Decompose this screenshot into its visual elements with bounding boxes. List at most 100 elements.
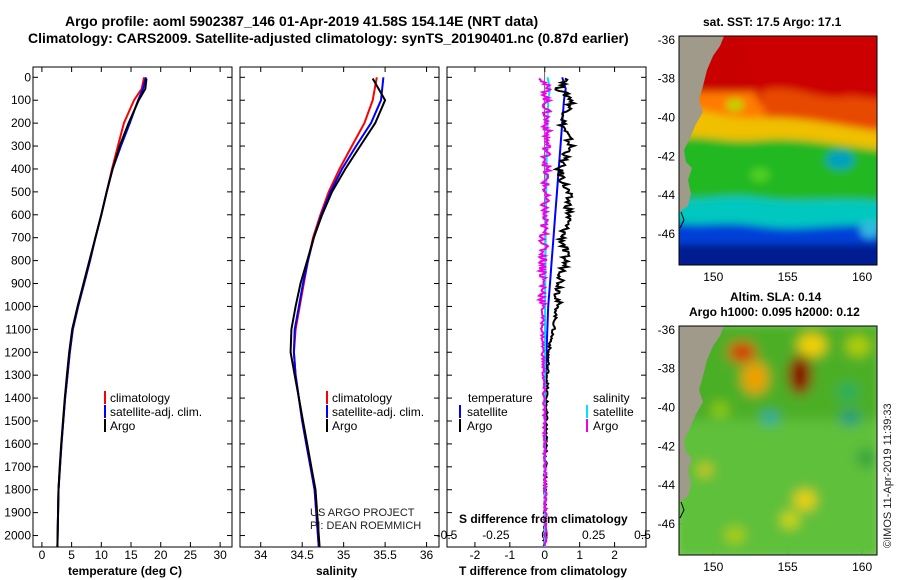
depth-tick-label: 1600 xyxy=(4,437,31,451)
legend-s-argo-label: Argo xyxy=(593,419,619,433)
map-x-tick-label: 150 xyxy=(703,270,723,284)
top-tick-label: -0.25 xyxy=(482,528,510,542)
title-line1: Argo profile: aoml 5902387_146 01-Apr-20… xyxy=(65,13,538,29)
series-climatology-line xyxy=(292,77,378,548)
map-y-tick-label: -36 xyxy=(658,33,676,47)
depth-tick-label: 1500 xyxy=(4,414,31,428)
x-tick-label: 1 xyxy=(576,548,583,562)
depth-tick-label: 2000 xyxy=(4,529,31,543)
temperature-legend: climatology satellite-adj. clim. Argo xyxy=(104,391,202,433)
depth-tick-label: 1800 xyxy=(4,483,31,497)
legend-climatology-swatch xyxy=(326,391,328,404)
map-y-tick-label: -44 xyxy=(658,478,676,492)
legend-s-argo-swatch xyxy=(586,419,588,432)
legend-t-satellite-swatch xyxy=(459,405,461,418)
x-tick-label: -1 xyxy=(505,548,516,562)
sla-land-mask xyxy=(679,326,724,502)
x-tick-label: 35 xyxy=(337,548,351,562)
imos-credit: ©IMOS 11-Apr-2019 11:39:33 xyxy=(882,403,894,548)
map-x-tick-label: 160 xyxy=(852,270,872,284)
x-tick-label: 34 xyxy=(254,548,268,562)
data-series xyxy=(56,77,781,548)
map-y-tick-label: -40 xyxy=(658,401,676,415)
series-argo-line xyxy=(56,78,148,548)
x-tick-label: 20 xyxy=(154,548,168,562)
x-tick-label: 15 xyxy=(124,548,138,562)
depth-tick-label: 200 xyxy=(11,116,31,130)
x-tick-label: 5 xyxy=(68,548,75,562)
sla-map-title-line1: Altim. SLA: 0.14 xyxy=(730,290,822,304)
depth-tick-label: 600 xyxy=(11,208,31,222)
depth-tick-label: 900 xyxy=(11,277,31,291)
map-x-tick-label: 155 xyxy=(778,270,798,284)
x-tick-label: 10 xyxy=(95,548,109,562)
legend-t-argo-swatch xyxy=(459,419,461,432)
x-tick-label: 0 xyxy=(39,548,46,562)
legend-satellite-label: satellite-adj. clim. xyxy=(332,405,424,419)
depth-tick-label: 1000 xyxy=(4,299,31,313)
map-y-tick-label: -46 xyxy=(658,517,676,531)
depth-tick-label: 300 xyxy=(11,139,31,153)
x-tick-label: 34.5 xyxy=(291,548,315,562)
x-tick-label: 2 xyxy=(611,548,618,562)
x-tick-label: 25 xyxy=(184,548,198,562)
map-y-tick-label: -42 xyxy=(658,439,676,453)
x-tick-label: 30 xyxy=(213,548,227,562)
axis-ticks: 0100200300400500600700800900100011001200… xyxy=(4,33,872,574)
top-tick-label: 0.5 xyxy=(634,528,651,542)
salinity-xlabel: salinity xyxy=(316,564,358,578)
difference-panel-frame xyxy=(446,66,647,548)
series-climatology-line xyxy=(56,77,146,548)
map-x-tick-label: 160 xyxy=(852,560,872,574)
legend-t-satellite-label: satellite xyxy=(467,405,508,419)
legend-satellite-swatch xyxy=(326,405,328,418)
sst-coast-tasmania xyxy=(679,211,685,229)
x-tick-label: 36 xyxy=(420,548,434,562)
legend-argo-swatch xyxy=(104,419,106,432)
legend-t-argo-label: Argo xyxy=(467,419,493,433)
map-y-tick-label: -46 xyxy=(658,227,676,241)
x-tick-label: -2 xyxy=(470,548,481,562)
depth-tick-label: 100 xyxy=(11,93,31,107)
series-s-argo-line xyxy=(535,77,555,547)
map-y-tick-label: -44 xyxy=(658,188,676,202)
sla-map-title-line2: Argo h1000: 0.095 h2000: 0.12 xyxy=(689,305,860,319)
legend-s-satellite-label: satellite xyxy=(593,405,634,419)
legend-argo-swatch xyxy=(326,419,328,432)
depth-tick-label: 1900 xyxy=(4,506,31,520)
difference-top-xlabel: S difference from climatology xyxy=(459,512,628,526)
legend-argo-label: Argo xyxy=(332,419,358,433)
pi-credit: PI: DEAN ROEMMICH xyxy=(310,520,421,532)
sst-land-mask xyxy=(679,36,724,212)
legend-salinity-title: salinity xyxy=(593,391,630,405)
series-argo-line xyxy=(289,78,387,548)
depth-tick-label: 1400 xyxy=(4,391,31,405)
depth-tick-label: 1200 xyxy=(4,345,31,359)
salinity-panel-frame xyxy=(239,66,440,548)
map-y-tick-label: -42 xyxy=(658,149,676,163)
difference-xlabel: T difference from climatology xyxy=(459,564,627,578)
sla-map xyxy=(679,326,877,555)
sst-map xyxy=(679,36,877,265)
series-satellite-adj-clim--line xyxy=(292,77,385,548)
series-satellite-adj-clim--line xyxy=(56,77,147,548)
map-x-tick-label: 150 xyxy=(703,560,723,574)
legend-argo-label: Argo xyxy=(110,419,136,433)
sla-map-frame xyxy=(678,325,878,556)
depth-tick-label: 1300 xyxy=(4,368,31,382)
top-tick-label: 0.25 xyxy=(582,528,606,542)
top-tick-label: -0.5 xyxy=(437,528,458,542)
x-tick-label: 35.5 xyxy=(373,548,397,562)
sst-map-frame xyxy=(678,35,878,266)
map-y-tick-label: -38 xyxy=(658,72,676,86)
legend-satellite-swatch xyxy=(104,405,106,418)
depth-tick-label: 0 xyxy=(24,70,31,84)
legend-climatology-label: climatology xyxy=(110,391,170,405)
depth-tick-label: 400 xyxy=(11,162,31,176)
map-y-tick-label: -36 xyxy=(658,323,676,337)
salinity-legend: climatology satellite-adj. clim. Argo xyxy=(326,391,424,433)
legend-s-satellite-swatch xyxy=(586,405,588,418)
temperature-xlabel: temperature (deg C) xyxy=(68,564,182,578)
legend-temperature-title: temperature xyxy=(468,391,533,405)
map-x-tick-label: 155 xyxy=(778,560,798,574)
